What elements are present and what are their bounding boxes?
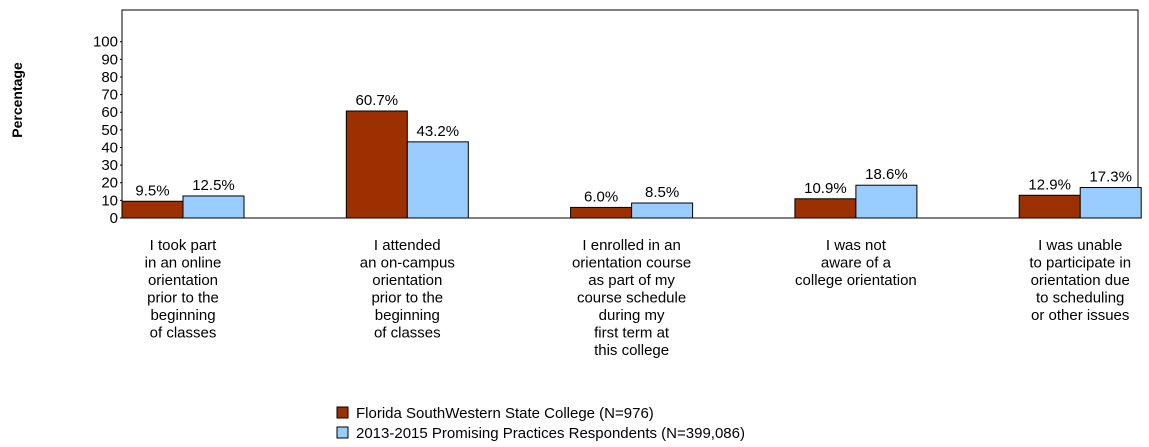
y-tick-label: 0 (110, 210, 118, 227)
value-label: 17.3% (1089, 169, 1132, 186)
y-tick-label: 30 (101, 157, 118, 174)
y-tick-label: 20 (101, 175, 118, 192)
legend-swatch (336, 426, 349, 439)
bar (1018, 194, 1081, 219)
x-tick-label: I took part in an online orientation prior … (145, 237, 222, 342)
x-tick-line: as part of my (588, 272, 675, 289)
x-tick-line: college orientation (795, 272, 917, 289)
value-label: 12.5% (192, 177, 235, 194)
x-tick-line: prior to the (147, 290, 219, 307)
legend-label: 2013-2015 Promising Practices Respondent… (356, 425, 745, 442)
x-tick-line: I took part (150, 237, 218, 254)
legend-swatch (336, 406, 349, 419)
x-tick-line: beginning (375, 307, 440, 324)
y-tick-label: 90 (101, 51, 118, 68)
x-tick-line: in an online (145, 255, 222, 272)
y-tick-label: 100 (93, 34, 118, 51)
x-tick-line: of classes (374, 325, 441, 342)
bar (345, 110, 408, 219)
y-tick-label: 80 (101, 69, 118, 86)
x-tick-label: I was not aware of a college orientation (795, 237, 917, 289)
x-tick-line: orientation (148, 272, 218, 289)
x-tick-line: aware of a (821, 255, 892, 272)
value-label: 9.5% (135, 182, 169, 199)
value-label: 60.7% (356, 92, 399, 109)
y-tick-label: 60 (101, 104, 118, 121)
y-tick-label: 10 (101, 192, 118, 209)
x-tick-line: orientation (372, 272, 442, 289)
x-tick-line: first term at (594, 325, 670, 342)
value-label: 12.9% (1028, 176, 1071, 193)
value-label: 8.5% (645, 184, 679, 201)
x-tick-line: an on-campus (360, 255, 455, 272)
x-tick-line: beginning (150, 307, 215, 324)
x-tick-line: this college (594, 342, 669, 359)
x-tick-line: I attended (374, 237, 441, 254)
plot-frame (121, 9, 1139, 219)
x-tick-line: during my (599, 307, 665, 324)
value-label: 10.9% (804, 180, 847, 197)
legend-label: Florida SouthWestern State College (N=97… (356, 405, 654, 422)
y-tick-label: 40 (101, 139, 118, 156)
x-tick-label: I enrolled in an orientation course as par… (572, 237, 691, 359)
y-axis-label: Percentage (9, 62, 25, 138)
bar (121, 200, 184, 219)
bar (794, 198, 857, 219)
x-tick-label: I was unable to participate in orientation… (1029, 237, 1131, 324)
bar (182, 195, 245, 219)
x-tick-label: I attended an on-campus orientation prior t… (360, 237, 455, 342)
x-tick-line: orientation due (1031, 272, 1130, 289)
x-tick-line: of classes (150, 325, 217, 342)
x-tick-line: course schedule (577, 290, 686, 307)
y-tick-label: 50 (101, 122, 118, 139)
x-tick-line: I enrolled in an (582, 237, 680, 254)
value-label: 43.2% (417, 123, 460, 140)
y-tick-label: 70 (101, 87, 118, 104)
x-tick-line: to scheduling (1036, 290, 1124, 307)
x-tick-line: to participate in (1029, 255, 1131, 272)
x-tick-line: I was not (826, 237, 887, 254)
bar (631, 202, 694, 219)
x-tick-line: orientation course (572, 255, 691, 272)
bar (406, 141, 469, 219)
bar (1079, 187, 1142, 219)
value-label: 6.0% (584, 188, 618, 205)
x-tick-line: or other issues (1031, 307, 1129, 324)
value-label: 18.6% (865, 166, 908, 183)
bar (570, 206, 633, 219)
bar (855, 184, 918, 219)
x-tick-line: I was unable (1038, 237, 1122, 254)
x-tick-line: prior to the (371, 290, 443, 307)
